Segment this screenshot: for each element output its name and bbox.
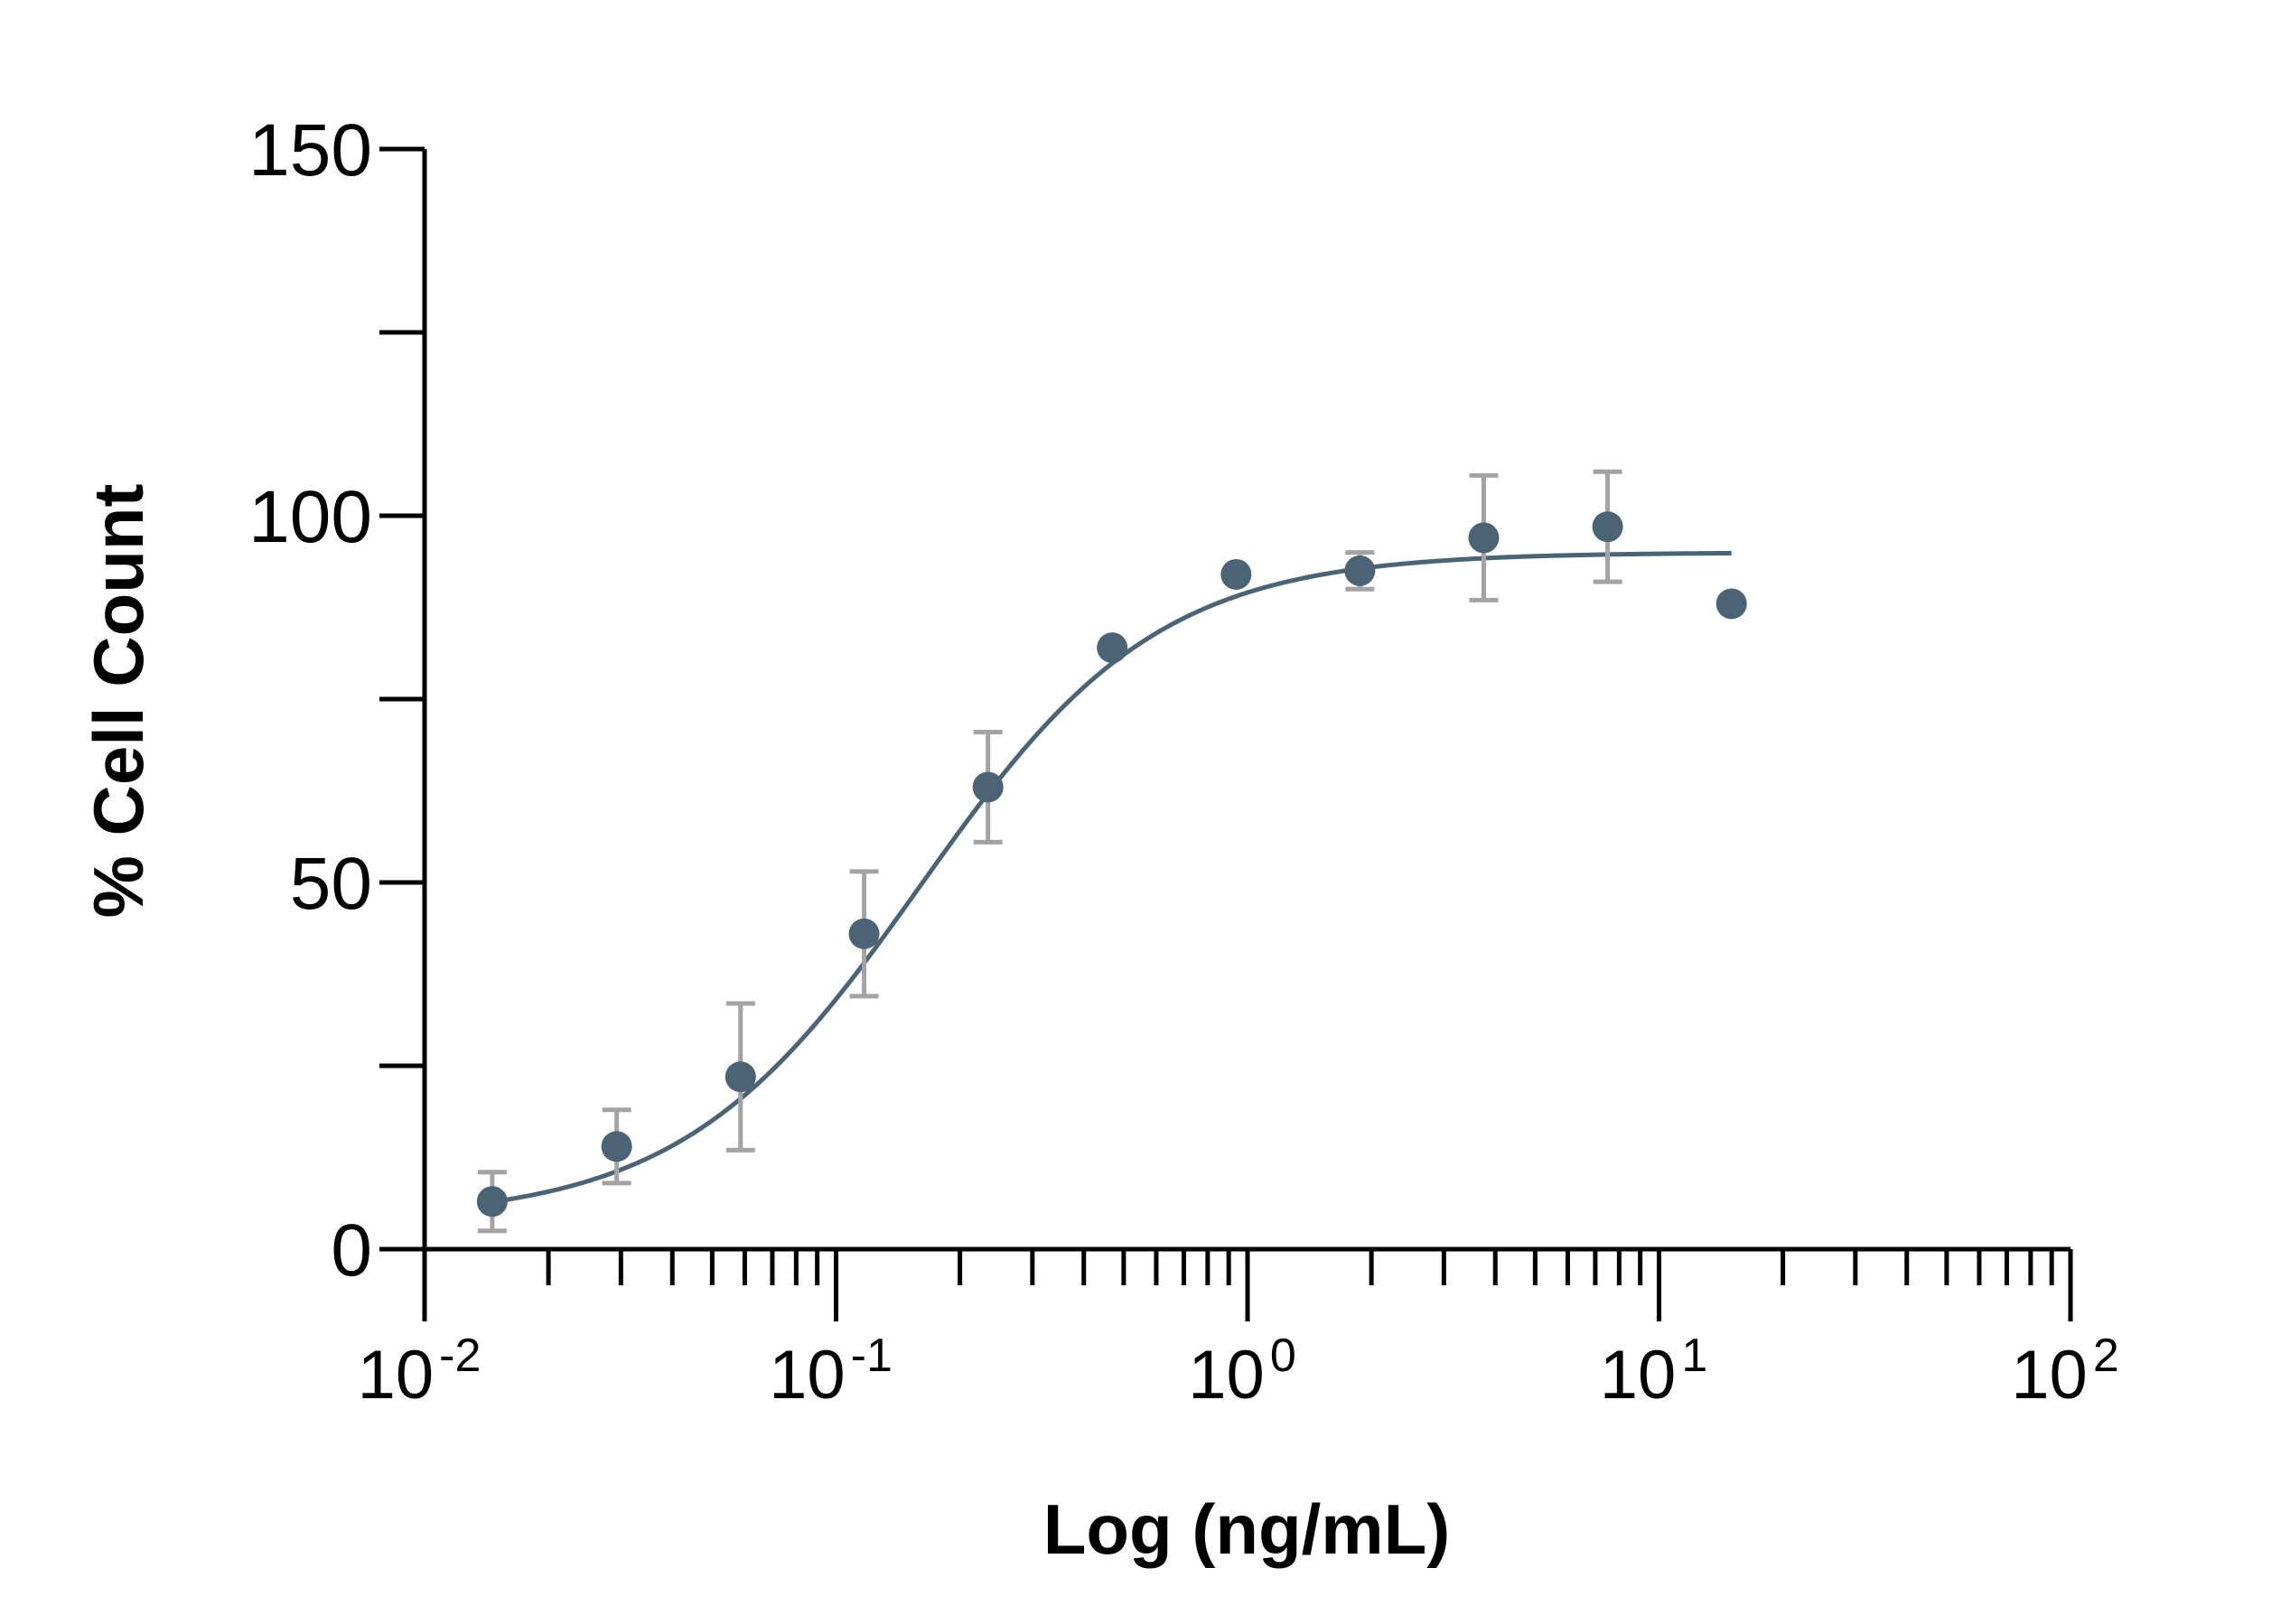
data-point [848, 918, 880, 949]
x-axis-title: Log (ng/mL) [1043, 1489, 1451, 1569]
x-tick-label: 10 -2 [358, 1330, 481, 1414]
data-point [601, 1131, 632, 1162]
x-tick-label: 10 2 [2011, 1330, 2118, 1414]
data-points [476, 511, 1747, 1218]
data-point [724, 1061, 756, 1093]
fit-curve-group [491, 550, 1732, 1205]
y-tick-label: 150 [248, 109, 372, 191]
data-point [1344, 555, 1376, 586]
y-axis: 0 50 100 150 [248, 109, 427, 1292]
y-axis-title: % Cell Count [79, 483, 158, 918]
error-bars [477, 469, 1622, 1234]
x-tick-label: 10 0 [1188, 1330, 1295, 1414]
data-point [1715, 588, 1747, 620]
data-point [1468, 522, 1500, 554]
data-point [1097, 632, 1128, 664]
y-tick-label: 0 [331, 1209, 372, 1292]
y-tick-label: 50 [290, 843, 372, 925]
x-tick-label: 10 1 [1600, 1330, 1707, 1414]
x-tick-label: 10 -1 [769, 1330, 893, 1414]
data-point [972, 771, 1004, 803]
data-point [476, 1186, 508, 1218]
data-point [1592, 511, 1623, 543]
data-point [1220, 558, 1252, 590]
y-tick-label: 100 [248, 476, 372, 558]
x-axis: 10 -2 10 -1 10 0 10 1 10 2 [358, 1246, 2119, 1414]
fit-curve [491, 550, 1732, 1205]
